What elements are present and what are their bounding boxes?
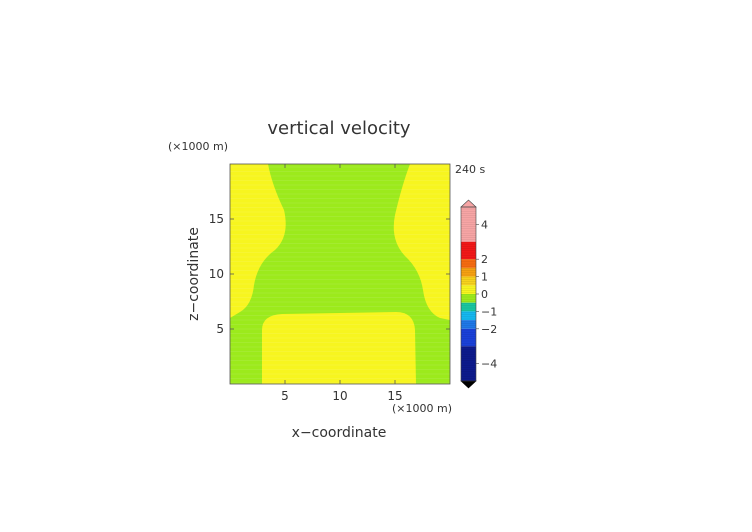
colorbar-level xyxy=(461,311,476,321)
x-tick-label: 5 xyxy=(281,389,289,403)
colorbar-tick-label: 4 xyxy=(481,218,488,231)
y-tick-label: 10 xyxy=(209,267,224,281)
colorbar-level xyxy=(461,241,476,260)
colorbar-tick-label: −1 xyxy=(481,305,497,318)
time-label: 240 s xyxy=(455,163,485,176)
x-ticks: 5 10 15 xyxy=(281,164,403,403)
colorbar-tick-label: −2 xyxy=(481,323,497,336)
colorbar-level xyxy=(461,294,476,303)
colorbar-level xyxy=(461,276,476,286)
colorbar-level xyxy=(461,346,476,381)
colorbar-min-extension xyxy=(460,380,477,389)
colorbar-max-extension xyxy=(460,199,477,208)
y-axis-label: z−coordinate xyxy=(186,227,202,321)
region-lower-yellow xyxy=(262,312,416,384)
colorbar-level xyxy=(461,285,476,294)
x-axis-label: x−coordinate xyxy=(292,425,387,441)
colorbar-tick-label: −4 xyxy=(481,358,497,371)
colorbar-tick-label: 0 xyxy=(481,288,488,301)
colorbar-level xyxy=(461,302,476,312)
colorbar-level xyxy=(461,267,476,277)
colorbar-level xyxy=(461,328,476,347)
y-tick-label: 5 xyxy=(216,322,224,336)
colorbar-level xyxy=(461,259,476,268)
colorbar-level xyxy=(461,320,476,329)
colorbar: 4 2 1 0 −1 −2 −4 xyxy=(460,199,497,389)
colorbar-tick-label: 2 xyxy=(481,253,488,266)
y-tick-label: 15 xyxy=(209,212,224,226)
x-unit-label: (×1000 m) xyxy=(392,402,452,415)
x-tick-label: 15 xyxy=(387,389,402,403)
y-unit-label: (×1000 m) xyxy=(168,140,228,153)
chart-title: vertical velocity xyxy=(267,118,411,139)
colorbar-level xyxy=(461,207,476,242)
x-tick-label: 10 xyxy=(332,389,347,403)
hatch-lines xyxy=(230,166,450,384)
colorbar-tick-label: 1 xyxy=(481,271,488,284)
y-ticks: 5 10 15 xyxy=(209,212,450,336)
plot-area: 5 10 15 5 10 15 xyxy=(209,163,451,403)
